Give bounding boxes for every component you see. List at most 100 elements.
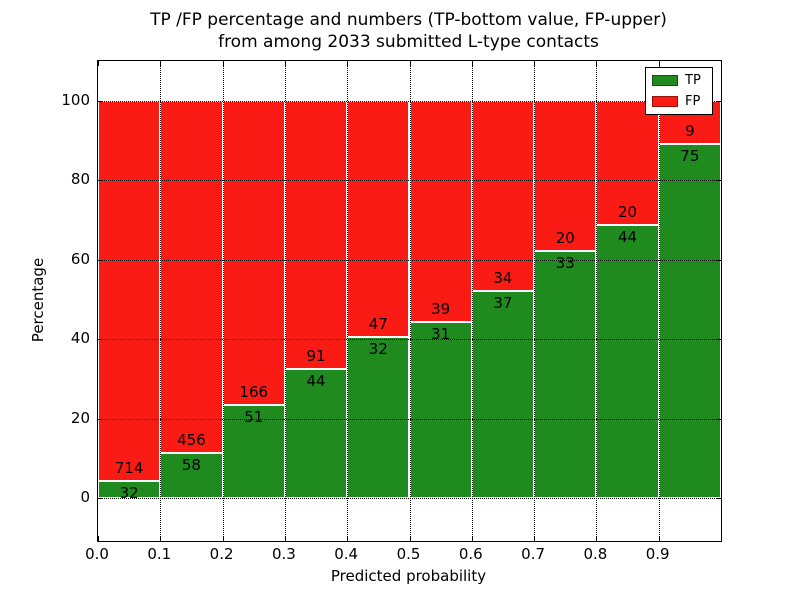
bar-label-fp: 20 (555, 228, 575, 247)
legend: TP FP (645, 67, 713, 115)
bar-label-tp: 58 (181, 456, 201, 475)
chart-title-line1: TP /FP percentage and numbers (TP-bottom… (150, 10, 667, 30)
x-tick-top (658, 61, 660, 66)
gridline-vertical (409, 61, 411, 541)
gridline-horizontal (98, 339, 721, 341)
x-tick-top (471, 61, 473, 66)
y-tick-left (98, 498, 103, 499)
x-tick-bottom (534, 536, 536, 541)
legend-label-tp: TP (685, 73, 701, 88)
bar-label-tp: 31 (431, 325, 451, 344)
tp-color-swatch (652, 75, 678, 86)
x-tick-bottom (471, 536, 473, 541)
y-tick-right (716, 259, 721, 261)
y-tick-right (716, 418, 721, 420)
bar-segment-tp (534, 250, 597, 498)
bar-segment-tp (98, 480, 161, 498)
y-axis-label: Percentage (29, 257, 47, 343)
bar-label-tp: 32 (119, 483, 139, 502)
gridline-horizontal (98, 498, 721, 499)
y-tick-label: 100 (61, 91, 90, 109)
bar-label-tp: 33 (555, 253, 575, 272)
x-tick-label: 0.9 (645, 545, 670, 563)
bar-label-fp: 166 (239, 382, 269, 401)
plot-area: 714 32 456 58 166 51 91 44 47 32 39 31 34 37 20 33 20 44 9… (97, 60, 722, 542)
legend-label-fp: FP (685, 94, 701, 109)
gridline-vertical (596, 61, 598, 541)
x-tick-top (534, 61, 536, 66)
y-tick-left (98, 101, 103, 102)
bar-label-tp: 51 (244, 407, 264, 426)
x-tick-top (347, 61, 349, 66)
bar-segment-fp (222, 101, 285, 405)
bar-segment-fp (284, 101, 348, 369)
gridline-vertical (222, 61, 224, 541)
gridline-vertical (347, 61, 349, 541)
x-tick-label: 0.3 (271, 545, 296, 563)
x-tick-bottom (596, 536, 598, 541)
bar-label-fp: 91 (306, 346, 326, 365)
y-tick-right (716, 101, 721, 102)
bar-label-tp: 37 (493, 294, 513, 313)
x-tick-label: 0.5 (396, 545, 421, 563)
y-tick-label: 40 (70, 329, 90, 348)
bar-segment-tp (596, 225, 659, 498)
x-tick-bottom (98, 536, 99, 541)
bar-label-tp: 44 (617, 228, 638, 247)
x-tick-top (409, 61, 411, 66)
chart-title-line2: from among 2033 submitted L-type contact… (218, 32, 599, 52)
gridline-horizontal (98, 259, 721, 261)
x-tick-label: 0.0 (85, 545, 109, 563)
x-tick-label: 0.1 (147, 545, 172, 563)
x-tick-bottom (347, 536, 349, 541)
gridline-horizontal (98, 101, 721, 102)
y-tick-right (716, 498, 721, 499)
bar-label-fp: 39 (431, 300, 451, 319)
x-tick-bottom (409, 536, 411, 541)
bar-label-fp: 456 (177, 431, 206, 450)
x-tick-label: 0.4 (334, 545, 359, 563)
bar-label-fp: 20 (617, 203, 638, 222)
bar-segment-tp (222, 404, 285, 498)
x-tick-label: 0.2 (209, 545, 234, 563)
bar-segment-fp (471, 101, 535, 292)
bar-label-fp: 34 (493, 269, 513, 288)
x-tick-top (284, 61, 286, 66)
bar-label-tp: 44 (306, 371, 326, 390)
x-tick-label: 0.6 (458, 545, 483, 563)
bar-segment-tp (471, 291, 535, 498)
x-tick-top (596, 61, 598, 66)
y-tick-left (98, 339, 103, 341)
gridline-horizontal (98, 180, 721, 182)
x-axis-label: Predicted probability (330, 567, 487, 585)
legend-row-tp: TP (652, 73, 706, 88)
bar-segment-fp (347, 101, 410, 338)
gridline-vertical (284, 61, 286, 541)
x-tick-top (160, 61, 162, 66)
bar-label-fp: 9 (685, 121, 695, 140)
y-tick-label: 20 (70, 408, 90, 427)
x-tick-bottom (160, 536, 162, 541)
y-tick-left (98, 259, 103, 261)
bar-label-fp: 714 (114, 458, 144, 477)
bar-segment-fp (98, 101, 161, 481)
y-tick-label: 80 (70, 170, 90, 189)
x-tick-label: 0.8 (583, 545, 608, 563)
gridline-vertical (471, 61, 473, 541)
fp-color-swatch (652, 96, 678, 107)
x-tick-bottom (284, 536, 286, 541)
x-tick-bottom (222, 536, 224, 541)
x-tick-top (222, 61, 224, 66)
gridline-vertical (658, 61, 660, 541)
x-tick-bottom (658, 536, 660, 541)
x-tick-top (98, 61, 99, 66)
bar-segment-tp (658, 143, 721, 498)
bar-segment-tp (284, 368, 348, 498)
gridline-vertical (160, 61, 162, 541)
bar-segment-tp (160, 453, 223, 498)
bar-label-fp: 47 (368, 315, 388, 334)
y-tick-label: 60 (70, 249, 90, 268)
gridline-vertical (534, 61, 536, 541)
legend-row-fp: FP (652, 94, 706, 109)
